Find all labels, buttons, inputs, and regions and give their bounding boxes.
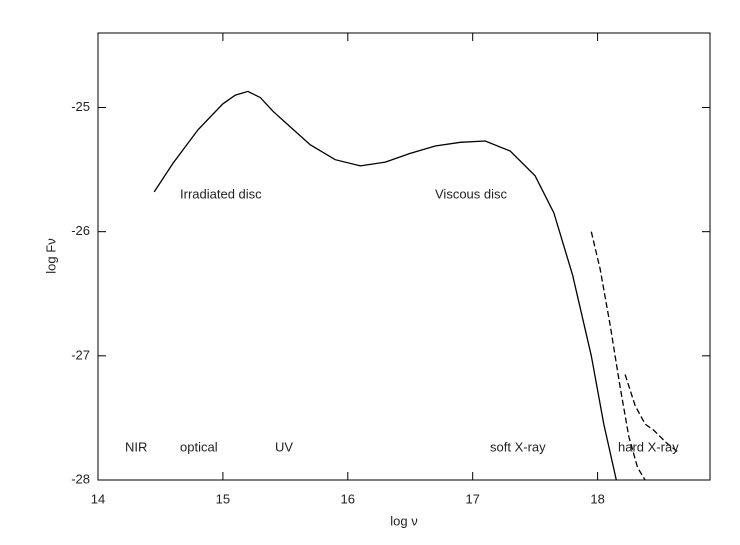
x-tick-label: 18 <box>590 491 604 506</box>
annotation: optical <box>180 439 218 454</box>
x-tick-label: 16 <box>341 491 355 506</box>
line-series <box>153 90 617 481</box>
y-tick-label: -27 <box>71 347 90 362</box>
x-axis-label: log ν <box>390 513 417 528</box>
annotation: Viscous disc <box>435 186 508 201</box>
y-tick-label: -28 <box>71 471 90 486</box>
plot-frame <box>97 32 711 481</box>
annotation: NIR <box>125 439 147 454</box>
x-tick-label: 15 <box>216 491 230 506</box>
line-series <box>590 231 646 481</box>
annotation: soft X-ray <box>490 439 546 454</box>
y-tick-label: -26 <box>71 223 90 238</box>
line-series <box>624 374 680 454</box>
annotation: UV <box>275 439 293 454</box>
y-axis-label: log Fν <box>43 238 58 273</box>
annotation: Irradiated disc <box>180 186 262 201</box>
annotation: hard X-ray <box>618 439 679 454</box>
x-tick-label: 14 <box>91 491 105 506</box>
y-tick-label: -25 <box>71 99 90 114</box>
x-tick-label: 17 <box>465 491 479 506</box>
